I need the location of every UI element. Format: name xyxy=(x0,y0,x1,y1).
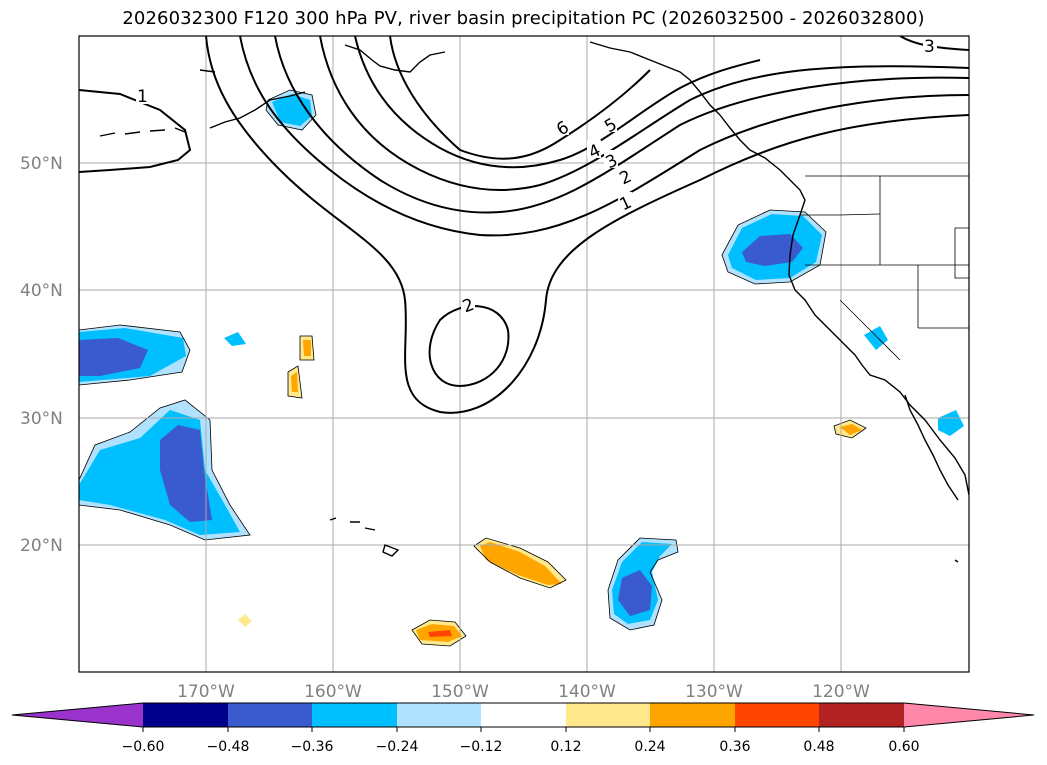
colorbar-tick-label: −0.36 xyxy=(291,739,334,755)
colorbar-bin-1 xyxy=(143,703,228,727)
colorbar-bin-8 xyxy=(735,703,819,727)
colorbar-tick-label: 0.36 xyxy=(719,739,750,755)
lat-label-30n: 30°N xyxy=(20,409,63,429)
colorbar-bin-7 xyxy=(650,703,735,727)
colorbar-tick-label: 0.60 xyxy=(888,739,919,755)
pv-contour-labels: 1 1 2 3 4 5 6 2 3 xyxy=(136,37,937,317)
colorbar-bin-6 xyxy=(566,703,650,727)
lon-label-160w: 160°W xyxy=(304,682,362,702)
colorbar-bin-4 xyxy=(397,703,481,727)
figure-title: 2026032300 F120 300 hPa PV, river basin … xyxy=(122,8,925,29)
colorbar-bin-9 xyxy=(819,703,904,727)
contour-label-3-east: 3 xyxy=(924,37,935,57)
colorbar-tick-label: −0.60 xyxy=(122,739,165,755)
lon-label-140w: 140°W xyxy=(558,682,616,702)
colorbar-tick-label: −0.48 xyxy=(207,739,250,755)
colorbar-extend-low xyxy=(12,703,143,727)
precip-shading xyxy=(79,90,964,646)
colorbar-tick-label: 0.24 xyxy=(634,739,665,755)
lon-label-130w: 130°W xyxy=(685,682,743,702)
colorbar-extend-high xyxy=(904,703,1034,727)
latitude-labels: 50°N 40°N 30°N 20°N xyxy=(20,154,63,556)
lon-label-150w: 150°W xyxy=(431,682,489,702)
colorbar: −0.60 −0.48 −0.36 −0.24 −0.12 0.12 0.24 … xyxy=(11,702,1035,755)
colorbar-tick-label: 0.48 xyxy=(803,739,834,755)
lat-label-50n: 50°N xyxy=(20,154,63,174)
lon-label-170w: 170°W xyxy=(177,682,235,702)
contour-label-1-west: 1 xyxy=(137,87,148,107)
borders xyxy=(800,175,969,361)
colorbar-tick-label: −0.12 xyxy=(460,739,503,755)
lat-label-20n: 20°N xyxy=(20,536,63,556)
colorbar-tick-label: 0.12 xyxy=(550,739,581,755)
colorbar-bin-2 xyxy=(228,703,312,727)
colorbar-tick-label: −0.24 xyxy=(376,739,419,755)
pv-contours xyxy=(79,36,969,414)
lon-label-120w: 120°W xyxy=(812,682,870,702)
lat-label-40n: 40°N xyxy=(20,281,63,301)
longitude-labels: 170°W 160°W 150°W 140°W 130°W 120°W xyxy=(177,682,870,702)
colorbar-bin-5 xyxy=(481,703,566,727)
map-border xyxy=(78,35,970,673)
coastlines xyxy=(99,41,969,563)
colorbar-bin-3 xyxy=(312,703,397,727)
